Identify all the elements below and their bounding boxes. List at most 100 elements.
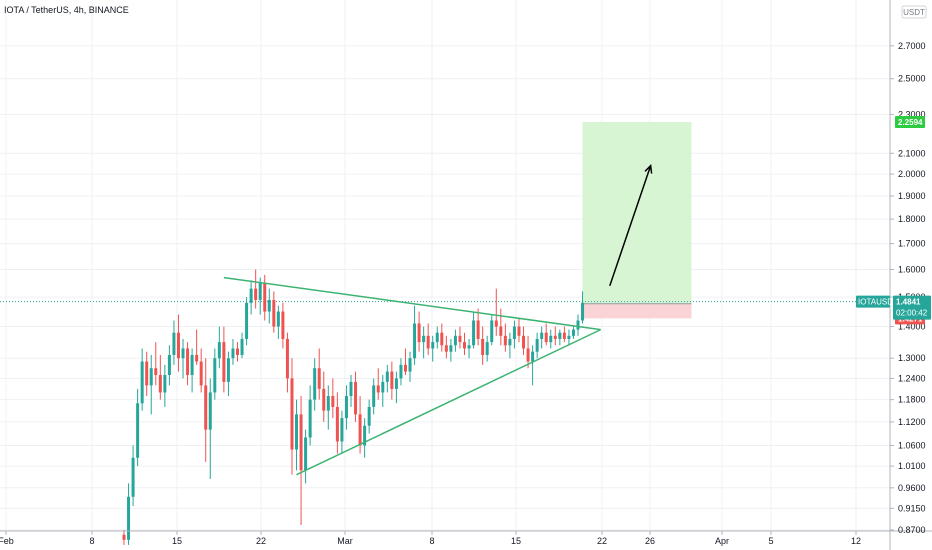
candle	[172, 320, 176, 365]
candle-body	[376, 385, 380, 393]
candle	[476, 308, 480, 346]
candle	[349, 374, 353, 407]
drawings[interactable]	[223, 164, 653, 476]
candle	[240, 332, 244, 359]
time-tick-label: 5	[768, 536, 773, 546]
time-tick-label: 8	[429, 536, 434, 546]
time-axis[interactable]: Feb 8 15 22 Mar 8 15 22 26 Apr 5 12	[0, 531, 861, 546]
price-tick-label: 1.6000	[898, 264, 926, 274]
price-tick-label: 0.8700	[898, 525, 926, 535]
candle-body	[372, 385, 376, 407]
candle-body	[331, 396, 335, 407]
candle	[158, 354, 162, 400]
candle-body	[390, 371, 394, 389]
candle	[490, 314, 494, 346]
candle	[140, 348, 144, 411]
candle	[272, 291, 276, 333]
arrow-head[interactable]	[644, 164, 653, 174]
candle	[567, 329, 571, 346]
candle	[512, 320, 516, 349]
candle	[503, 323, 507, 352]
candle	[127, 483, 131, 545]
candle	[290, 358, 294, 475]
time-tick-label: 22	[597, 536, 607, 546]
candle	[154, 342, 158, 386]
price-tick-label: 1.9000	[898, 191, 926, 201]
candle-body	[531, 351, 535, 362]
price-tick-label: 1.0100	[898, 461, 926, 471]
candle	[331, 378, 335, 419]
candle-body	[326, 396, 330, 411]
candle-body	[571, 329, 575, 336]
candle-body	[163, 374, 167, 393]
candle-body	[544, 332, 548, 343]
candle	[444, 335, 448, 359]
candle-body	[249, 288, 253, 303]
stop-zone[interactable]	[582, 303, 692, 319]
candle	[549, 329, 553, 349]
candle	[426, 323, 430, 355]
target-zone[interactable]	[582, 121, 692, 304]
candle-body	[213, 358, 217, 393]
candle-body	[394, 378, 398, 389]
candle-body	[313, 368, 317, 400]
candle-body	[463, 342, 466, 349]
candle-body	[422, 335, 426, 343]
candle-body	[472, 320, 476, 346]
chart-title: IOTA / TetherUS, 4h, BINANCE	[4, 5, 129, 15]
candle	[385, 364, 389, 393]
candle-body	[136, 403, 140, 458]
lower-trendline[interactable]	[296, 328, 602, 476]
candle	[417, 311, 421, 352]
candle	[304, 429, 308, 484]
candle	[481, 326, 485, 365]
candle	[276, 305, 280, 339]
plot-area[interactable]	[0, 0, 890, 531]
candle	[522, 326, 526, 355]
candle	[236, 342, 239, 362]
candle-body	[317, 368, 321, 389]
candle	[335, 392, 339, 454]
candle-body	[190, 354, 194, 375]
candle	[344, 385, 348, 430]
candle-body	[444, 345, 448, 352]
candle-body	[435, 332, 439, 343]
price-axis[interactable]: 2.7000 2.5000 2.3000 2.1000 2.0000 1.9000 1.80…	[890, 41, 926, 535]
candle	[317, 348, 321, 400]
currency-label: USDT	[901, 5, 927, 19]
arrow-shaft[interactable]	[609, 165, 652, 287]
price-tick-label: 0.9600	[898, 483, 926, 493]
candle	[485, 335, 489, 362]
symbol-label: IOTAUSDT	[858, 298, 898, 307]
candle	[508, 332, 512, 359]
candle	[122, 529, 126, 545]
candle-body	[453, 335, 457, 346]
time-tick-label: Feb	[0, 536, 14, 546]
time-tick-label: Apr	[715, 536, 729, 546]
candle	[463, 332, 466, 355]
upper-trendline[interactable]	[223, 276, 601, 331]
candle	[285, 332, 289, 393]
time-tick-label: Mar	[337, 536, 353, 546]
candle-body	[285, 338, 289, 379]
candle-body	[503, 335, 507, 346]
candle-body	[367, 406, 371, 426]
candle-body	[158, 374, 162, 393]
candle-body	[408, 358, 412, 372]
candle-body	[217, 342, 221, 359]
time-tick-label: 15	[511, 536, 521, 546]
candle	[217, 326, 221, 369]
candle	[149, 354, 153, 415]
countdown-text: 02:00:42	[896, 309, 928, 318]
candle	[458, 326, 462, 349]
candle-body	[522, 335, 526, 349]
candle	[308, 385, 312, 446]
candle-body	[276, 311, 280, 327]
candle-body	[204, 385, 208, 430]
candle-body	[290, 378, 294, 450]
candle	[581, 291, 585, 324]
candle-body	[426, 335, 430, 349]
candle	[267, 288, 271, 324]
candle-body	[245, 302, 249, 339]
